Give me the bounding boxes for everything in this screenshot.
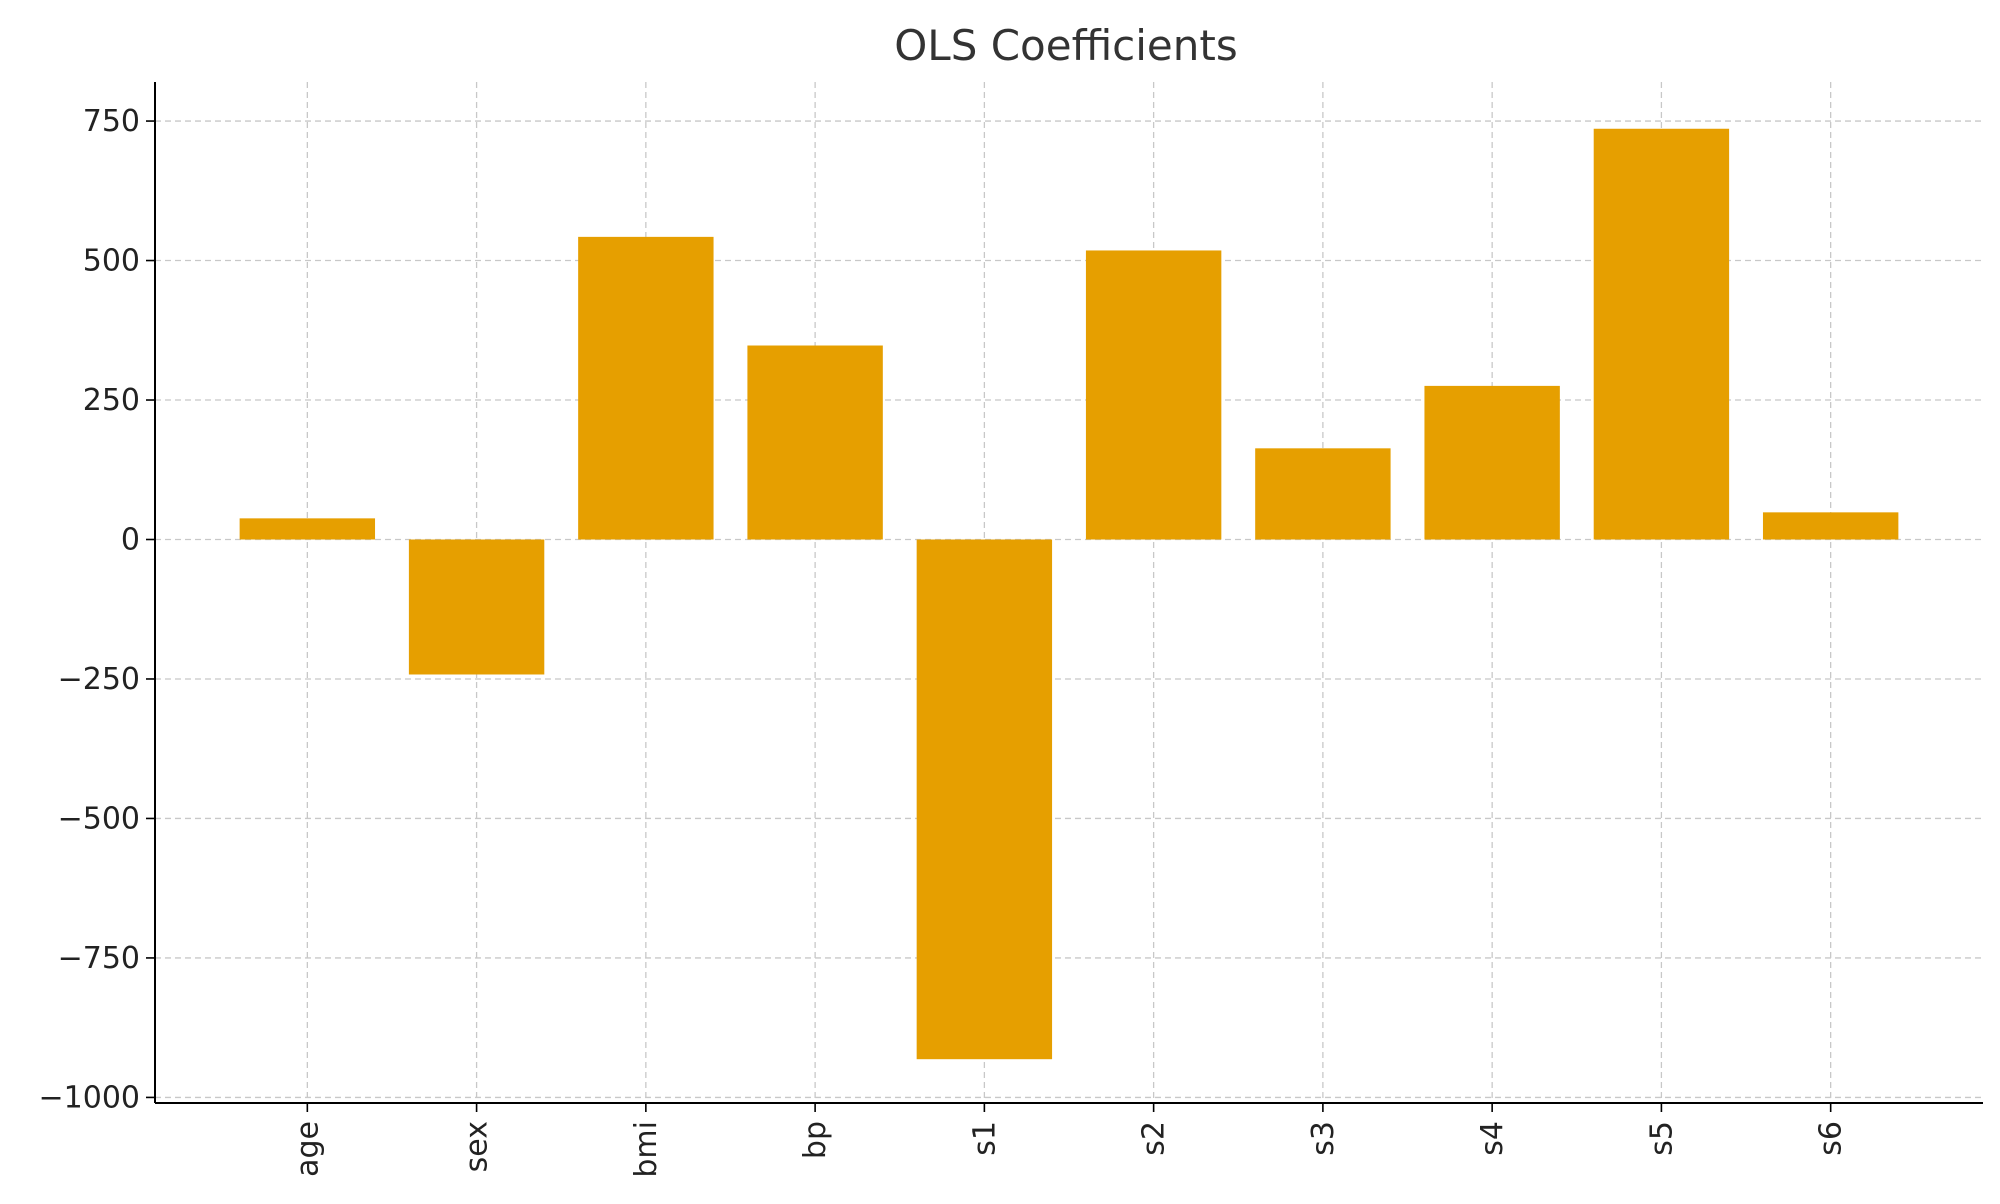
x-tick-label-sex: sex <box>460 1121 495 1172</box>
y-tick-labels: −1000 −750 −500 −250 0 250 500 750 <box>39 104 140 1115</box>
x-tick-label-s6: s6 <box>1814 1121 1849 1156</box>
bar-s3 <box>1255 448 1391 540</box>
y-tick-label: −250 <box>58 662 140 697</box>
bar-s2 <box>1085 250 1222 540</box>
bar-s6 <box>1762 512 1899 540</box>
x-tick-label-s3: s3 <box>1306 1121 1341 1156</box>
x-tick-label-s1: s1 <box>967 1121 1002 1156</box>
bar-s1 <box>916 539 1053 1060</box>
y-tick-label: 0 <box>121 522 140 557</box>
x-tick-label-bmi: bmi <box>629 1121 664 1178</box>
axes <box>146 82 1983 1112</box>
x-tick-label-s5: s5 <box>1644 1121 1679 1156</box>
bar-bp <box>747 345 883 540</box>
bar-s4 <box>1424 385 1560 540</box>
y-tick-label: 750 <box>83 104 140 139</box>
y-tick-label: 500 <box>83 244 140 279</box>
y-tick-label: −750 <box>58 941 140 976</box>
y-tick-label: −1000 <box>39 1080 140 1115</box>
bar-age <box>239 518 376 540</box>
x-tick-labels: age sex bmi bp s1 s2 s3 s4 s5 s6 <box>290 1121 1848 1178</box>
bar-s5 <box>1593 128 1730 540</box>
x-tick-label-bp: bp <box>798 1121 833 1159</box>
y-tick-label: 250 <box>83 383 140 418</box>
x-tick-label-s4: s4 <box>1475 1121 1510 1156</box>
bars <box>239 128 1899 1060</box>
chart-title: OLS Coefficients <box>894 21 1238 70</box>
bar-bmi <box>578 236 714 540</box>
x-tick-label-age: age <box>290 1121 325 1177</box>
bar-sex <box>408 539 545 675</box>
y-tick-label: −500 <box>58 801 140 836</box>
x-tick-label-s2: s2 <box>1137 1121 1172 1156</box>
